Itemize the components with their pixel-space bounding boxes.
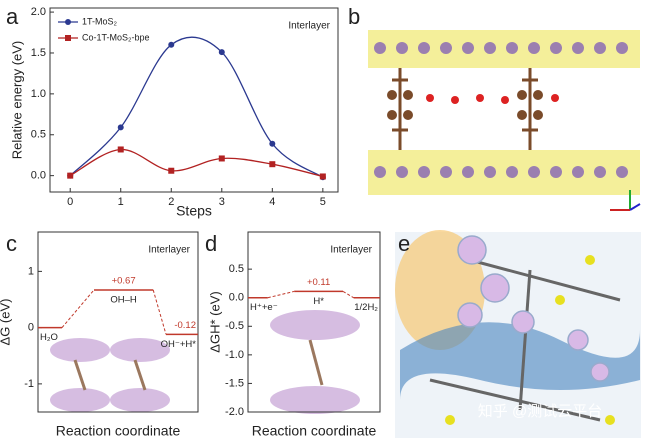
annotation: Interlayer: [288, 21, 330, 32]
state-label: OH⁻+H*: [161, 339, 197, 350]
panel-label: e: [398, 231, 410, 256]
connector: [342, 290, 354, 299]
point: [168, 167, 175, 174]
value-label: +0.67: [112, 275, 136, 286]
plot-frame: [49, 7, 339, 193]
x-tick-label: 0: [67, 196, 73, 208]
point: [269, 140, 276, 147]
value-label: +0.11: [307, 277, 330, 288]
legend-marker: [65, 19, 71, 25]
point: [319, 173, 326, 180]
point: [218, 49, 225, 56]
state-label: H⁺+e⁻: [250, 302, 278, 313]
legend-label: Co-1T-MoS₂-bpe: [82, 32, 150, 42]
y-tick-label: -2.0: [225, 406, 244, 418]
x-tick-label: 3: [219, 196, 225, 208]
connector: [152, 289, 167, 335]
y-tick-label: 0.5: [229, 263, 244, 275]
panel-label: a: [6, 4, 19, 29]
x-tick-label: 1: [118, 196, 124, 208]
render-e: [395, 230, 641, 438]
series-line: [69, 148, 323, 178]
watermark: 知乎 @测试云平台: [478, 403, 602, 420]
state-label: OH–H: [110, 294, 137, 305]
y-axis-label: ΔG (eV): [0, 299, 12, 346]
y-tick-label: 1: [28, 265, 34, 277]
molecule-insets: [50, 310, 360, 414]
annotation: Interlayer: [148, 245, 190, 256]
plot-frame: [37, 231, 199, 413]
point: [218, 155, 225, 162]
panel-label: b: [348, 4, 360, 29]
point: [117, 124, 124, 131]
y-axis-label: ΔGH* (eV): [207, 291, 222, 352]
y-tick-label: -1: [24, 378, 34, 390]
state-label: H₂O: [40, 332, 58, 343]
state-label: H*: [313, 296, 324, 307]
legend-label: 1T-MoS₂: [82, 16, 118, 26]
y-tick-label: 0.0: [229, 292, 244, 304]
y-tick-label: -1.5: [225, 377, 244, 389]
plot-frame: [247, 231, 381, 413]
structure-b: [368, 6, 641, 220]
point: [67, 172, 74, 179]
state-label: 1/2H₂: [354, 302, 378, 313]
y-tick-label: 1.0: [31, 88, 46, 100]
panel-label: d: [205, 231, 217, 256]
y-tick-label: 0: [28, 322, 34, 334]
x-tick-label: 2: [168, 196, 174, 208]
annotation: Interlayer: [330, 245, 372, 256]
legend-marker: [65, 35, 71, 41]
y-tick-label: 0.5: [31, 129, 46, 141]
value-label: -0.12: [174, 320, 196, 331]
point: [117, 146, 124, 153]
y-tick-label: 0.0: [31, 170, 46, 182]
x-tick-label: 4: [269, 196, 275, 208]
x-axis-label: Steps: [176, 203, 212, 219]
y-tick-label: 1.5: [31, 47, 46, 59]
connector: [267, 290, 295, 299]
x-axis-label: Reaction coordinate: [252, 423, 377, 439]
y-tick-label: -1.0: [225, 349, 244, 361]
series-line: [69, 36, 324, 178]
connector: [61, 289, 95, 328]
point: [269, 161, 276, 168]
x-tick-label: 5: [320, 196, 326, 208]
point: [168, 41, 175, 48]
y-tick-label: -0.5: [225, 320, 244, 332]
y-tick-label: 2.0: [31, 6, 46, 18]
y-axis-label: Relative energy (eV): [9, 41, 24, 160]
x-axis-label: Reaction coordinate: [56, 423, 181, 439]
panel-label: c: [6, 231, 17, 256]
